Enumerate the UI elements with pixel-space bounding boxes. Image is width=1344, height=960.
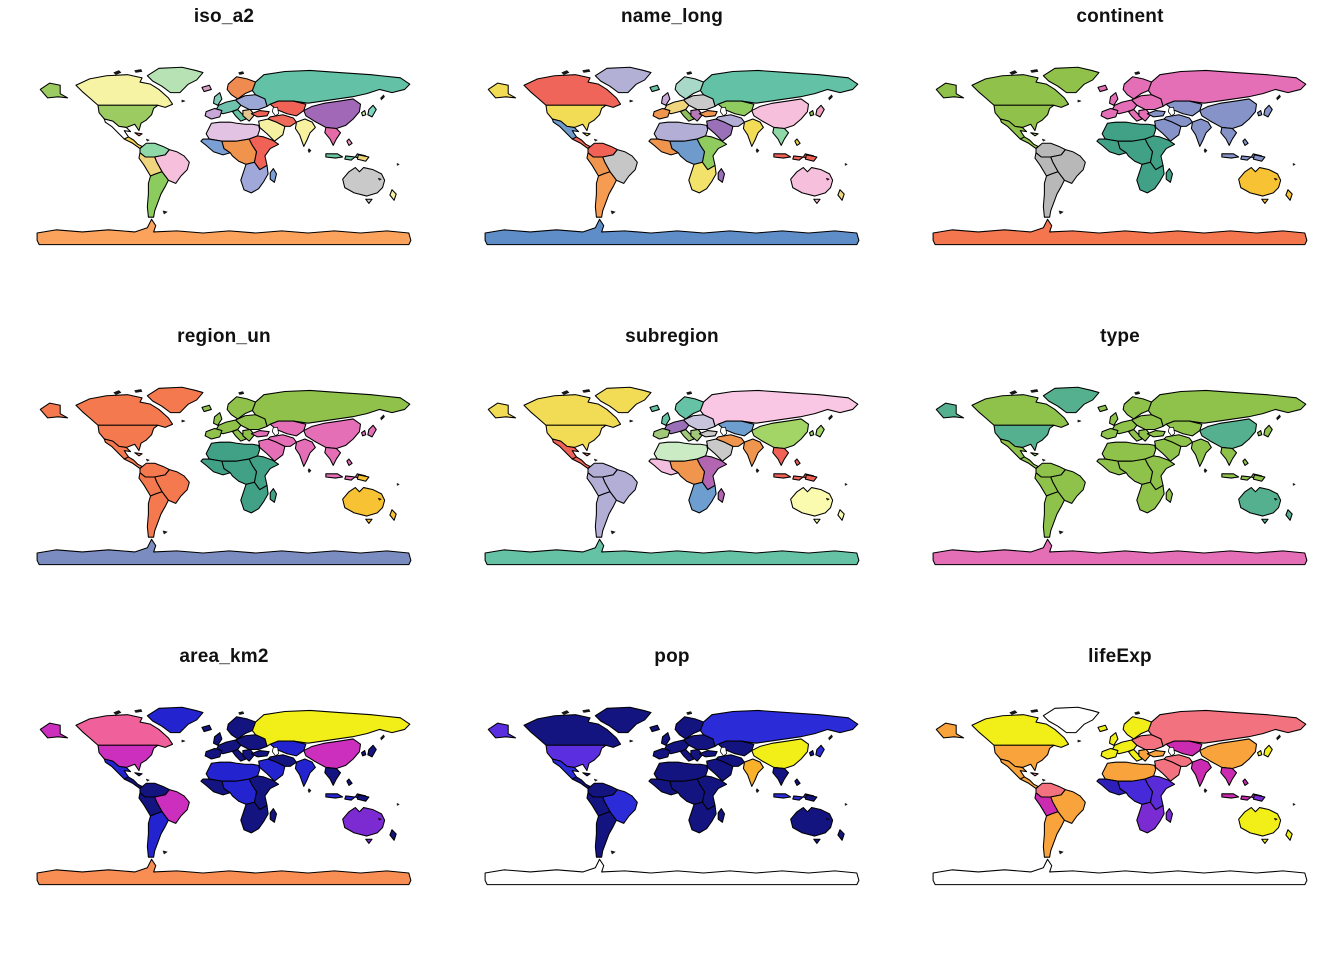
panel-pop: pop — [448, 640, 896, 960]
world-map-iso-a2 — [36, 66, 412, 246]
world-map-continent — [932, 66, 1308, 246]
world-map-use — [932, 706, 1308, 886]
world-map-region-un — [36, 386, 412, 566]
panel-title-type: type — [1100, 326, 1140, 347]
panel-area-km2: area_km2 — [0, 640, 448, 960]
panel-continent: continent — [896, 0, 1344, 320]
panel-title-pop: pop — [654, 646, 690, 667]
world-map-use — [36, 706, 412, 886]
panel-name-long: name_long — [448, 0, 896, 320]
panel-title-area-km2: area_km2 — [179, 646, 269, 667]
panel-title-name-long: name_long — [620, 6, 724, 27]
world-map-subregion — [484, 386, 860, 566]
world-map-pop — [484, 706, 860, 886]
panel-title-continent: continent — [1076, 6, 1164, 27]
panel-region-un: region_un — [0, 320, 448, 640]
panel-title-iso-a2: iso_a2 — [193, 6, 255, 27]
world-map-type — [932, 386, 1308, 566]
panel-subregion: subregion — [448, 320, 896, 640]
panel-title-life-exp: lifeExp — [1088, 646, 1152, 667]
panel-type: type — [896, 320, 1344, 640]
world-map-life-exp — [932, 706, 1308, 886]
world-map-area-km2 — [36, 706, 412, 886]
panel-iso-a2: iso_a2 — [0, 0, 448, 320]
panel-title-subregion: subregion — [625, 326, 719, 347]
panel-life-exp: lifeExp — [896, 640, 1344, 960]
world-map-use — [36, 66, 412, 246]
world-map-use — [484, 706, 860, 886]
world-map-use — [484, 386, 860, 566]
world-map-name-long — [484, 66, 860, 246]
world-map-use — [484, 66, 860, 246]
world-map-use — [36, 386, 412, 566]
world-map-use — [932, 66, 1308, 246]
panel-title-region-un: region_un — [177, 326, 271, 347]
world-map-use — [932, 386, 1308, 566]
